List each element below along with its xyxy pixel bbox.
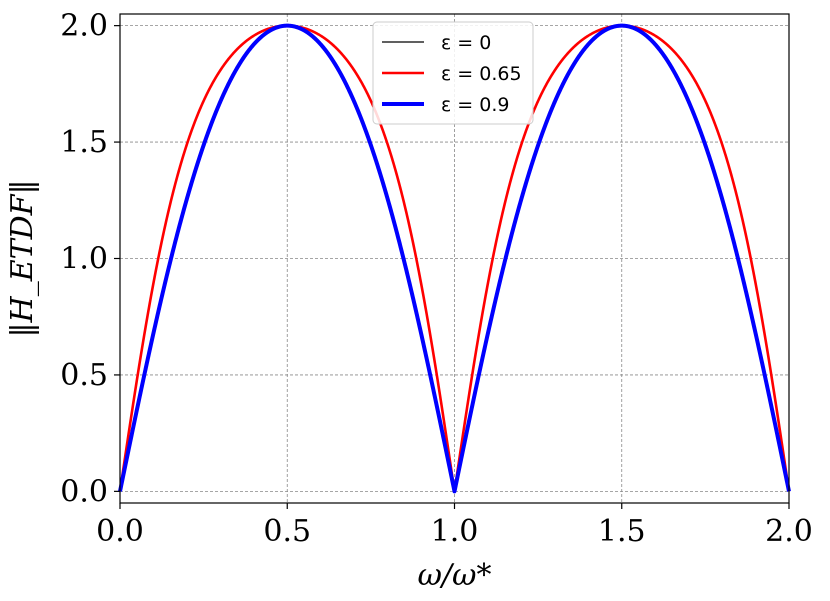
legend: ε = 0 ε = 0.65 ε = 0.9 <box>372 21 534 125</box>
y-tick-label: 2.0 <box>60 9 108 44</box>
series-layer <box>118 23 791 494</box>
y-tick-label: 1.5 <box>60 125 108 160</box>
x-tick-label: 1.0 <box>431 514 479 549</box>
y-tick-label: 0.0 <box>60 474 108 509</box>
x-tick-label: 0.5 <box>263 514 311 549</box>
x-tick-label: 1.5 <box>598 514 646 549</box>
x-tick-label: 0.0 <box>96 514 144 549</box>
ticks: 0.0 0.5 1.0 1.5 2.0 0.0 0.5 1.0 1.5 2.0 <box>60 9 813 549</box>
y-axis-label: ‖H_ETDF‖ <box>5 180 40 338</box>
x-tick-label: 2.0 <box>765 514 813 549</box>
x-axis-label: ω/ω* <box>417 558 491 593</box>
y-tick-label: 0.5 <box>60 358 108 393</box>
legend-box <box>372 21 534 125</box>
legend-label: ε = 0.9 <box>441 94 510 116</box>
y-tick-label: 1.0 <box>60 242 108 277</box>
legend-label: ε = 0 <box>441 32 491 54</box>
series-line <box>118 23 791 494</box>
legend-label: ε = 0.65 <box>441 63 522 85</box>
